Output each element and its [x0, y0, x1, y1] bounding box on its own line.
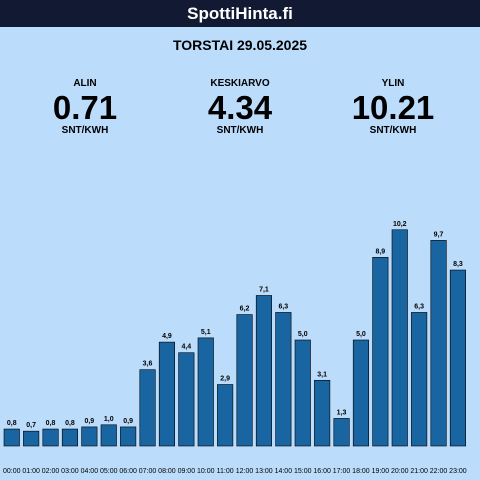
- x-tick-label: 03:00: [61, 468, 79, 475]
- bar-19-00[interactable]: [372, 257, 389, 447]
- bar-value-label: 9,7: [434, 231, 444, 238]
- bar-value-label: 5,1: [201, 329, 211, 336]
- bar-04-00[interactable]: [81, 426, 98, 447]
- bar-02-00[interactable]: [42, 428, 59, 447]
- bar-23-00[interactable]: [449, 269, 467, 447]
- bar-17-00[interactable]: [333, 418, 350, 447]
- bar-value-label: 2,9: [220, 376, 230, 383]
- x-tick-label: 20:00: [391, 468, 409, 475]
- bar-value-label: 0,8: [65, 420, 75, 427]
- bar-value-label: 3,6: [143, 361, 153, 368]
- stat-high-value: 10.21: [351, 89, 435, 126]
- x-tick-label: 06:00: [119, 468, 137, 475]
- bar-22-00[interactable]: [430, 240, 447, 447]
- bar-09-00[interactable]: [178, 352, 195, 447]
- bar-05-00[interactable]: [100, 424, 117, 447]
- bar-10-00[interactable]: [197, 337, 214, 447]
- bar-14-00[interactable]: [275, 312, 292, 447]
- stat-low: ALIN 0.71 SNT/KWH: [10, 78, 160, 136]
- bar-13-00[interactable]: [255, 295, 273, 447]
- bar-value-label: 4,4: [181, 344, 191, 351]
- stat-low-value: 0.71: [52, 89, 118, 126]
- bar-06-00[interactable]: [120, 426, 137, 447]
- stat-average-unit: SNT/KWH: [216, 125, 264, 136]
- bar-01-00[interactable]: [23, 430, 40, 447]
- stat-high: YLIN 10.21 SNT/KWH: [318, 78, 468, 136]
- x-tick-label: 14:00: [275, 468, 293, 475]
- bar-value-label: 1,0: [104, 416, 114, 423]
- x-tick-label: 15:00: [294, 468, 312, 475]
- x-tick-label: 09:00: [178, 468, 196, 475]
- bar-value-label: 8,3: [453, 261, 463, 268]
- x-tick-label: 23:00: [449, 468, 467, 475]
- bar-11-00[interactable]: [217, 384, 234, 447]
- stat-high-unit: SNT/KWH: [369, 125, 417, 136]
- bar-value-label: 3,1: [317, 371, 327, 378]
- x-tick-label: 22:00: [430, 468, 448, 475]
- bar-16-00[interactable]: [314, 379, 331, 447]
- bar-20-00[interactable]: [391, 229, 408, 447]
- x-tick-label: 12:00: [236, 468, 254, 475]
- bar-value-label: 10,2: [393, 221, 407, 228]
- site-brand[interactable]: SpottiHinta.fi: [187, 4, 293, 23]
- bar-21-00[interactable]: [411, 312, 428, 447]
- x-tick-label: 04:00: [81, 468, 99, 475]
- top-bar: SpottiHinta.fi: [0, 0, 480, 27]
- x-tick-label: 18:00: [352, 468, 370, 475]
- x-tick-label: 05:00: [100, 468, 118, 475]
- bar-18-00[interactable]: [352, 339, 370, 447]
- x-tick-label: 02:00: [42, 468, 60, 475]
- bar-value-label: 0,9: [84, 418, 94, 425]
- bar-value-label: 7,1: [259, 286, 269, 293]
- stat-low-unit: SNT/KWH: [61, 125, 109, 136]
- date-title: TORSTAI 29.05.2025: [172, 37, 308, 53]
- x-tick-label: 21:00: [410, 468, 428, 475]
- x-tick-label: 07:00: [139, 468, 157, 475]
- x-tick-label: 01:00: [22, 468, 40, 475]
- x-tick-label: 19:00: [372, 468, 390, 475]
- bar-value-label: 6,3: [414, 303, 424, 310]
- bar-00-00[interactable]: [3, 428, 20, 447]
- bar-value-label: 5,0: [298, 331, 308, 338]
- bar-value-label: 6,2: [240, 306, 250, 313]
- x-tick-label: 13:00: [255, 468, 273, 475]
- bar-15-00[interactable]: [294, 339, 311, 447]
- bar-07-00[interactable]: [139, 369, 156, 447]
- stat-low-label: ALIN: [73, 78, 97, 89]
- bar-value-label: 4,9: [162, 333, 172, 340]
- bar-value-label: 0,8: [46, 420, 56, 427]
- bar-value-label: 5,0: [356, 331, 366, 338]
- x-tick-label: 00:00: [3, 468, 21, 475]
- x-tick-label: 17:00: [333, 468, 351, 475]
- x-tick-label: 16:00: [313, 468, 331, 475]
- stat-average-value: 4.34: [207, 89, 273, 126]
- bar-value-label: 0,9: [123, 418, 133, 425]
- x-tick-label: 08:00: [158, 468, 176, 475]
- x-tick-label: 11:00: [217, 468, 234, 475]
- bar-12-00[interactable]: [236, 314, 253, 447]
- bar-03-00[interactable]: [61, 428, 79, 447]
- bar-value-label: 6,3: [278, 303, 288, 310]
- x-tick-label: 10:00: [197, 468, 215, 475]
- bar-value-label: 0,8: [7, 420, 17, 427]
- stat-average: KESKIARVO 4.34 SNT/KWH: [165, 78, 315, 136]
- stat-high-label: YLIN: [381, 78, 405, 89]
- bar-value-label: 1,3: [337, 409, 347, 416]
- bar-value-label: 8,9: [375, 248, 385, 255]
- bar-value-label: 0,7: [26, 422, 36, 429]
- stat-average-label: KESKIARVO: [210, 78, 270, 89]
- bar-08-00[interactable]: [158, 341, 175, 447]
